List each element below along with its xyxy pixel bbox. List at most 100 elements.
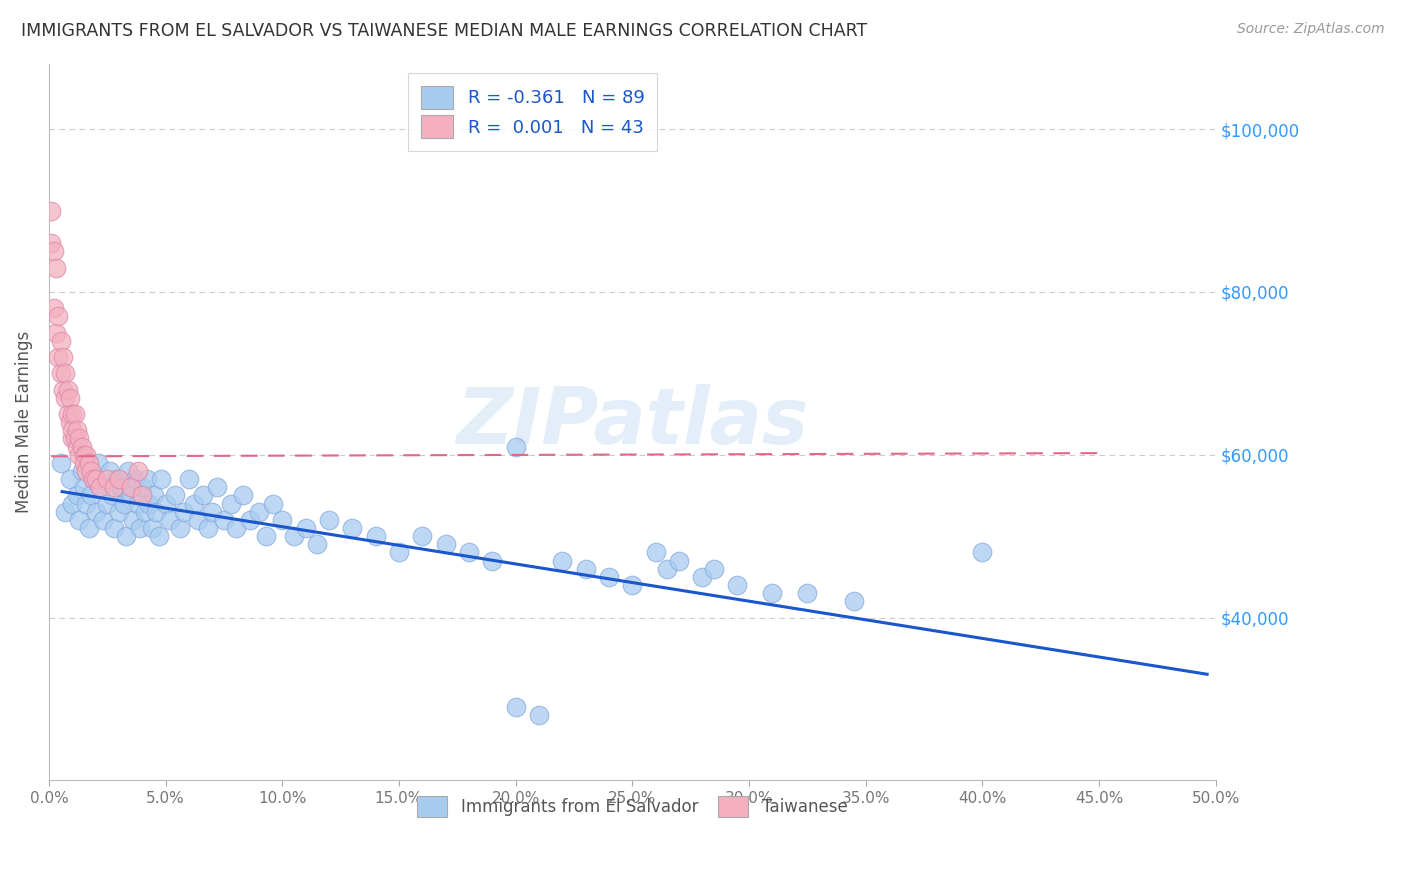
Point <box>796 586 818 600</box>
Point <box>136 472 159 486</box>
Point <box>42 301 65 316</box>
Point <box>187 513 209 527</box>
Point <box>131 480 153 494</box>
Point <box>972 545 994 559</box>
Point <box>53 367 76 381</box>
Point <box>219 497 242 511</box>
Text: IMMIGRANTS FROM EL SALVADOR VS TAIWANESE MEDIAN MALE EARNINGS CORRELATION CHART: IMMIGRANTS FROM EL SALVADOR VS TAIWANESE… <box>21 22 868 40</box>
Point <box>138 497 160 511</box>
Point <box>56 383 79 397</box>
Point <box>67 513 90 527</box>
Point <box>87 456 110 470</box>
Point <box>82 472 104 486</box>
Point <box>725 578 748 592</box>
Point <box>127 464 149 478</box>
Point <box>155 497 177 511</box>
Point <box>75 464 97 478</box>
Point <box>644 545 666 559</box>
Point <box>134 505 156 519</box>
Point <box>63 432 86 446</box>
Point <box>63 407 86 421</box>
Point <box>145 505 167 519</box>
Point <box>115 529 138 543</box>
Point <box>621 578 644 592</box>
Point <box>49 367 72 381</box>
Point <box>60 423 83 437</box>
Point <box>117 464 139 478</box>
Point <box>77 521 100 535</box>
Point <box>177 472 200 486</box>
Point <box>129 521 152 535</box>
Point <box>254 529 277 543</box>
Point <box>212 513 235 527</box>
Point <box>73 480 96 494</box>
Point <box>46 310 69 324</box>
Text: ZIPatlas: ZIPatlas <box>456 384 808 460</box>
Point <box>505 700 527 714</box>
Point <box>283 529 305 543</box>
Point <box>80 464 103 478</box>
Point <box>247 505 270 519</box>
Point <box>60 407 83 421</box>
Point <box>159 513 181 527</box>
Point <box>70 440 93 454</box>
Point <box>434 537 457 551</box>
Point <box>842 594 865 608</box>
Point <box>657 562 679 576</box>
Point <box>551 553 574 567</box>
Point <box>143 488 166 502</box>
Point <box>163 488 186 502</box>
Point <box>49 334 72 348</box>
Point <box>112 497 135 511</box>
Point <box>411 529 433 543</box>
Point <box>53 391 76 405</box>
Point <box>183 497 205 511</box>
Point <box>105 472 128 486</box>
Point <box>59 391 82 405</box>
Point <box>122 513 145 527</box>
Point <box>271 513 294 527</box>
Point <box>82 472 104 486</box>
Point <box>96 497 118 511</box>
Point <box>60 432 83 446</box>
Point <box>103 480 125 494</box>
Point <box>52 350 75 364</box>
Point <box>458 545 481 559</box>
Point <box>98 464 121 478</box>
Point <box>67 432 90 446</box>
Point <box>201 505 224 519</box>
Point <box>761 586 783 600</box>
Point <box>53 505 76 519</box>
Point <box>225 521 247 535</box>
Point <box>59 472 82 486</box>
Point <box>46 350 69 364</box>
Point <box>239 513 262 527</box>
Point <box>49 456 72 470</box>
Y-axis label: Median Male Earnings: Median Male Earnings <box>15 331 32 513</box>
Point <box>505 440 527 454</box>
Point <box>80 488 103 502</box>
Point <box>39 236 62 251</box>
Point <box>103 521 125 535</box>
Point <box>668 553 690 567</box>
Point <box>96 472 118 486</box>
Point <box>232 488 254 502</box>
Point <box>59 415 82 429</box>
Point <box>73 448 96 462</box>
Point <box>127 497 149 511</box>
Point <box>294 521 316 535</box>
Point <box>108 505 131 519</box>
Point <box>101 488 124 502</box>
Point <box>66 488 89 502</box>
Point <box>110 480 132 494</box>
Point <box>91 513 114 527</box>
Point <box>191 488 214 502</box>
Point <box>84 472 107 486</box>
Point <box>262 497 284 511</box>
Point <box>84 505 107 519</box>
Point <box>141 521 163 535</box>
Point <box>45 260 67 275</box>
Point <box>120 480 142 494</box>
Point <box>318 513 340 527</box>
Point <box>481 553 503 567</box>
